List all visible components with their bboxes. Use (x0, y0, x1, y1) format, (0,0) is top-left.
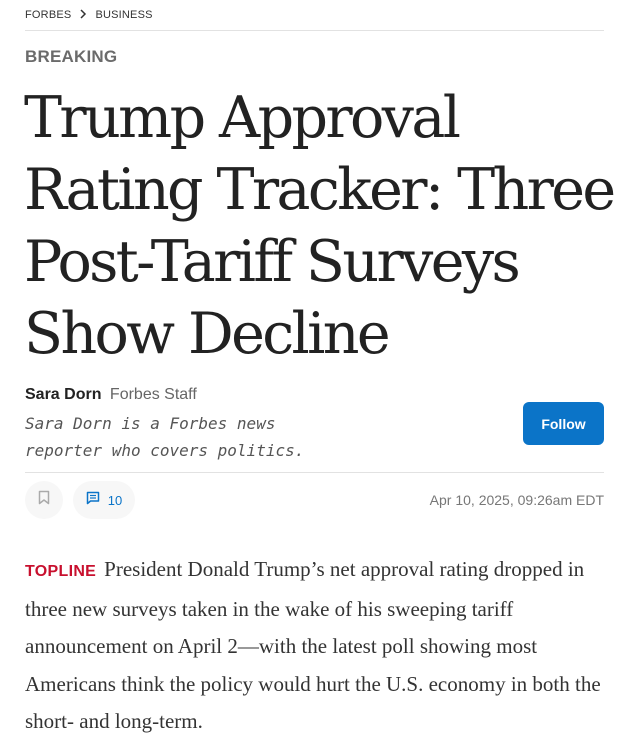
topline-text: President Donald Trump’s net approval ra… (25, 557, 601, 733)
follow-button[interactable]: Follow (523, 402, 604, 445)
author-line: Sara Dorn Forbes Staff (25, 386, 197, 404)
bookmark-icon (38, 490, 50, 510)
divider (25, 30, 604, 31)
breadcrumb-business-link[interactable]: BUSINESS (95, 9, 153, 21)
comment-icon (86, 491, 100, 510)
comment-count: 10 (107, 492, 123, 508)
breadcrumb: FORBES BUSINESS (25, 8, 153, 22)
author-role: Forbes Staff (109, 386, 197, 403)
article-headline: Trump Approval Rating Tracker: Three Pos… (24, 85, 616, 367)
topline-label: TOPLINE (25, 563, 97, 580)
breaking-label: BREAKING (25, 47, 118, 66)
divider (25, 472, 604, 473)
chevron-right-icon (79, 8, 87, 22)
topline-paragraph: TOPLINE President Donald Trump’s net appr… (25, 551, 607, 741)
bookmark-button[interactable] (25, 481, 63, 519)
comments-button[interactable]: 10 (73, 481, 135, 519)
breadcrumb-forbes-link[interactable]: FORBES (25, 9, 72, 21)
article-actions: 10 (25, 481, 135, 519)
author-name-link[interactable]: Sara Dorn (25, 386, 102, 403)
publish-timestamp: Apr 10, 2025, 09:26am EDT (429, 492, 604, 508)
author-bio: Sara Dorn is a Forbes news reporter who … (25, 414, 305, 460)
